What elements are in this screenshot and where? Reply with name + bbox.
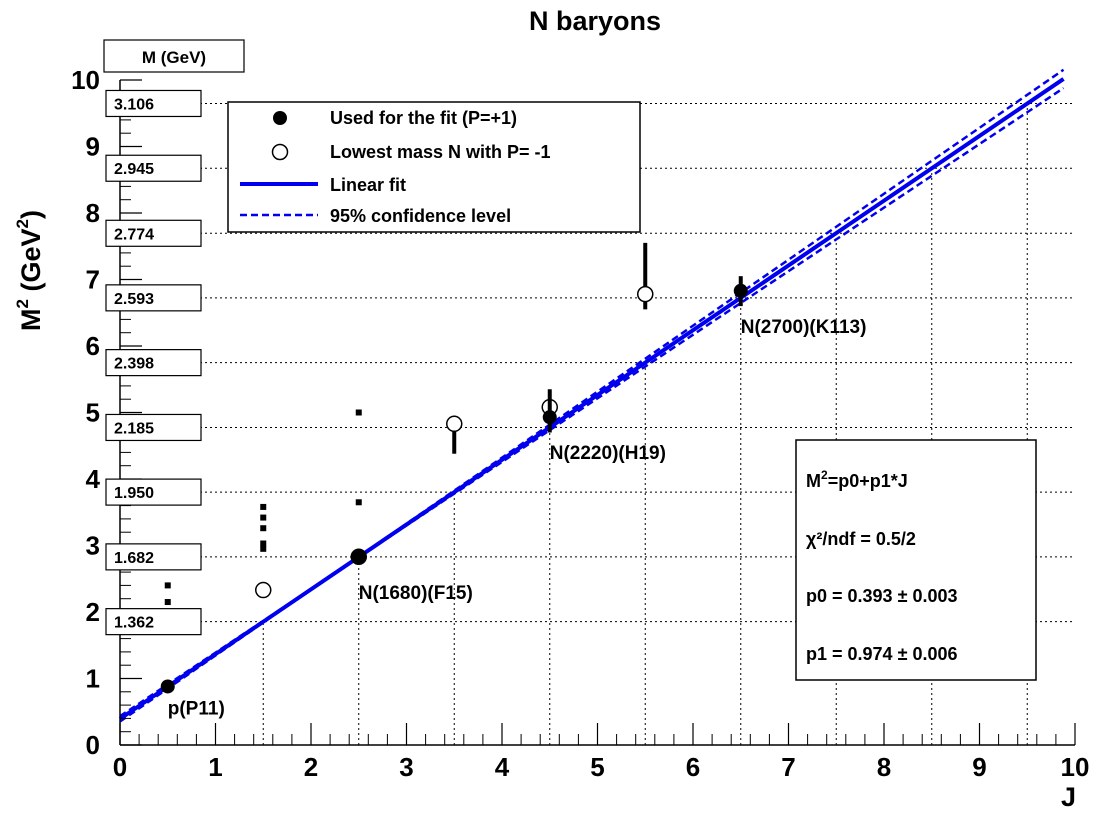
fit-formula-sup: 2 [821, 468, 828, 482]
mass-label-2: 1.950 [114, 485, 154, 502]
extra-mark-5 [260, 514, 267, 521]
extra-mark-7 [355, 499, 362, 506]
point-label-2: N(2220)(H19) [550, 443, 666, 464]
fit-formula: M2=p0+p1*J [806, 468, 908, 491]
fit-formula-main: M [806, 471, 821, 491]
mass-label-4: 2.398 [114, 356, 154, 373]
point-label-1: N(1680)(F15) [359, 583, 473, 604]
fit-results-box: M2=p0+p1*J χ²/ndf = 0.5/2 p0 = 0.393 ± 0… [795, 439, 1037, 681]
mass-label-5: 2.593 [114, 291, 154, 308]
extra-mark-8 [355, 409, 362, 416]
filled-point-1 [351, 549, 366, 564]
point-label-3: N(2700)(K113) [741, 317, 867, 338]
legend-open-circle-icon [271, 143, 289, 161]
filled-point-2 [542, 410, 557, 425]
y-tick-label-7: 7 [86, 265, 100, 295]
x-tick-label-8: 8 [877, 752, 891, 782]
y-axis-label: M2 (GeV2) [13, 210, 46, 331]
point-label-0: p(P11) [168, 698, 225, 719]
open-point-0 [255, 581, 272, 599]
axes: 0 1 2 3 4 5 6 7 8 9 10 0 1 2 3 4 5 6 7 8 9 10 [71, 65, 1089, 782]
x-axis-label: J [1061, 782, 1076, 812]
x-tick-label-10: 10 [1061, 752, 1090, 782]
y-tick-label-8: 8 [86, 198, 100, 228]
mass-label-1: 1.682 [114, 550, 154, 567]
fit-box-frame [795, 439, 1037, 681]
legend-entry-0: Used for the fit (P=+1) [330, 108, 517, 128]
mass-label-0: 1.362 [114, 615, 154, 632]
extra-mark-6 [260, 503, 267, 510]
filled-point-3 [733, 283, 748, 298]
x-tick-label-9: 9 [972, 752, 986, 782]
mass-label-box-0 [105, 608, 202, 636]
y-axis-label-rest: (GeV [16, 228, 46, 299]
open-point-4 [637, 285, 654, 303]
y-axis-label-main: M [16, 308, 46, 331]
mass-label-box-1 [105, 543, 202, 571]
y-axis-label-sup: 2 [13, 299, 32, 308]
mass-label-box-8 [105, 89, 202, 118]
open-point-2 [446, 415, 463, 433]
y-tick-label-0: 0 [86, 730, 100, 760]
y-tick-label-2: 2 [86, 597, 100, 627]
x-tick-label-5: 5 [590, 752, 604, 782]
legend-entry-3: 95% confidence level [330, 206, 511, 226]
mass-label-box-6 [105, 219, 202, 247]
mass-label-3: 2.185 [114, 420, 154, 437]
mass-label-7: 2.945 [114, 161, 154, 178]
mass-axis-labels: 1.362 1.682 1.950 2.185 2.398 2.593 2.774 2.945… [105, 89, 202, 636]
linear-fit-line [118, 77, 1065, 721]
extra-mark-3 [260, 540, 267, 547]
fit-p0: p0 = 0.393 ± 0.003 [806, 586, 958, 606]
y-tick-label-5: 5 [86, 398, 100, 428]
legend-entry-1: Lowest mass N with P= -1 [330, 142, 551, 162]
y-tick-label-6: 6 [86, 331, 100, 361]
legend-filled-circle-icon [273, 111, 287, 125]
y-tick-label-4: 4 [86, 464, 101, 494]
y-axis-label-end: ) [16, 210, 46, 219]
x-tick-label-7: 7 [781, 752, 795, 782]
mass-label-box-4 [105, 349, 202, 377]
fit-lines [118, 68, 1065, 723]
fit-p1: p1 = 0.974 ± 0.006 [806, 644, 958, 664]
extra-mark-4 [260, 525, 267, 532]
legend-box [227, 101, 641, 233]
extra-mark-0 [164, 599, 171, 606]
mass-label-box-3 [105, 413, 202, 442]
chart-title: N baryons [529, 6, 661, 36]
mass-label-6: 2.774 [114, 226, 154, 243]
x-tick-label-1: 1 [208, 752, 222, 782]
x-tick-label-4: 4 [495, 752, 510, 782]
y-tick-label-9: 9 [86, 132, 100, 162]
y-tick-label-3: 3 [86, 531, 100, 561]
legend: Used for the fit (P=+1) Lowest mass N wi… [227, 101, 641, 233]
x-tick-label-2: 2 [304, 752, 318, 782]
mass-axis-header: M (GeV) [142, 48, 206, 67]
x-tick-label-3: 3 [399, 752, 413, 782]
mass-label-box-5 [105, 284, 202, 312]
extra-mark-1 [164, 582, 171, 589]
mass-label-8: 3.106 [114, 96, 154, 113]
mass-label-box-2 [105, 478, 202, 506]
legend-entry-2: Linear fit [330, 175, 406, 195]
y-tick-label-1: 1 [86, 664, 100, 694]
data-marks: p(P11) N(1680)(F15) N(2220)(H19) N(2700)(K1… [160, 242, 867, 719]
mass-label-box-7 [105, 154, 202, 182]
fit-chi2: χ²/ndf = 0.5/2 [806, 529, 916, 549]
fit-formula-rest: =p0+p1*J [828, 471, 908, 491]
mass-axis-header-box [103, 39, 245, 73]
y-axis-label-sup2: 2 [13, 219, 32, 228]
filled-point-0 [160, 679, 175, 694]
y-tick-label-10: 10 [71, 65, 100, 95]
x-tick-label-6: 6 [686, 752, 700, 782]
x-tick-label-0: 0 [113, 752, 127, 782]
extra-mark-2 [260, 545, 267, 552]
